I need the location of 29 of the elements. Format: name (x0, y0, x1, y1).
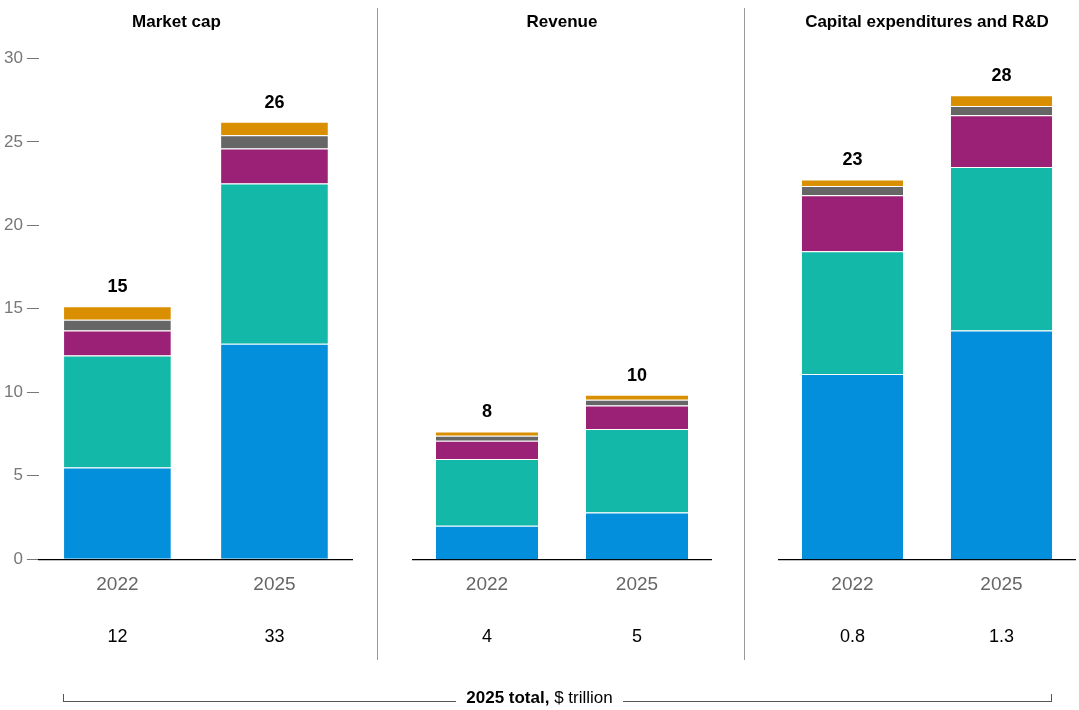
text: 5 (631, 626, 643, 647)
total-label: 8 (481, 401, 493, 422)
y-tick-label: 20 (3, 215, 23, 235)
x-tick-label: 2025 (615, 572, 659, 594)
y-tick-label: 10 (3, 381, 23, 401)
x-tick-label: 2022 (831, 572, 874, 594)
chart-title: Capital expenditures and R&D (805, 11, 1049, 31)
total-label: 10 (626, 364, 648, 385)
x-tick-label: 2025 (253, 572, 296, 594)
text: 33 (264, 626, 285, 647)
total-label: 23 (842, 149, 863, 170)
y-tick-label: 15 (3, 298, 23, 318)
chart-title: Market cap (132, 11, 221, 31)
text: 1.3 (988, 626, 1015, 647)
y-tick-label: 25 (3, 131, 23, 151)
y-tick-label: 5 (13, 465, 23, 485)
y-tick-label: 30 (3, 48, 23, 68)
total-label: 15 (107, 276, 128, 297)
total-label: 28 (991, 65, 1012, 86)
x-tick-label: 2022 (96, 572, 139, 594)
x-tick-label: 2022 (465, 572, 509, 594)
total-label: 26 (264, 91, 285, 112)
y-tick-label: 0 (13, 548, 23, 568)
chart-title: Revenue (526, 11, 598, 31)
text: 4 (481, 626, 493, 647)
text: 12 (107, 626, 128, 647)
x-tick-label: 2025 (980, 572, 1023, 594)
text: 0.8 (839, 626, 866, 647)
text: 2025 total, $ trillion (456, 688, 623, 707)
